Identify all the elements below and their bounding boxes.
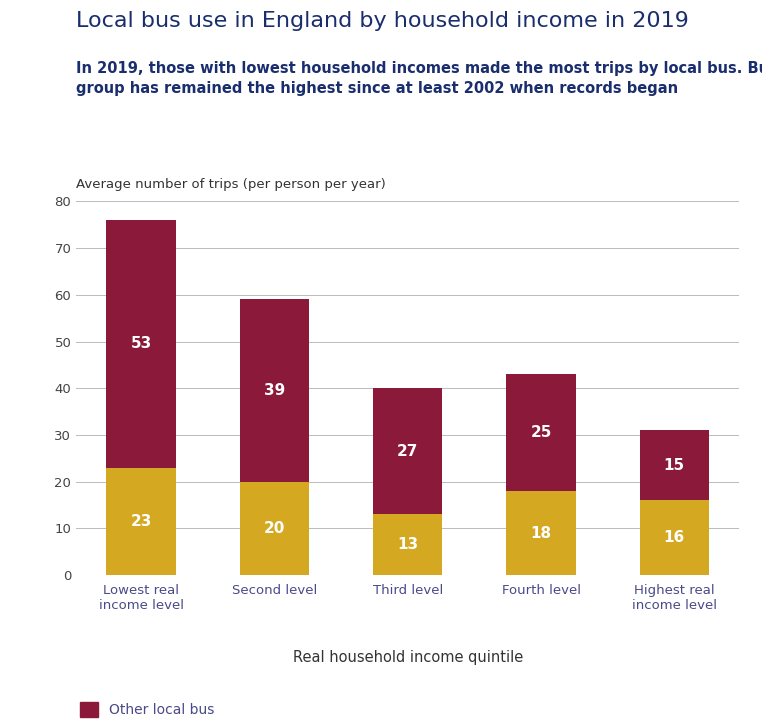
- Bar: [506, 375, 575, 491]
- Bar: [373, 515, 442, 575]
- Legend: Other local bus, Bus in London: Other local bus, Bus in London: [80, 702, 214, 719]
- Bar: [639, 430, 709, 500]
- Text: Local bus use in England by household income in 2019: Local bus use in England by household in…: [76, 11, 689, 31]
- Bar: [240, 482, 309, 575]
- Bar: [107, 220, 176, 468]
- Bar: [639, 500, 709, 575]
- X-axis label: Real household income quintile: Real household income quintile: [293, 651, 523, 665]
- Bar: [240, 300, 309, 482]
- Text: 53: 53: [130, 336, 152, 352]
- Text: 27: 27: [397, 444, 418, 459]
- Bar: [107, 468, 176, 575]
- Text: 39: 39: [264, 383, 285, 398]
- Bar: [373, 388, 442, 515]
- Text: 25: 25: [530, 425, 552, 440]
- Text: 20: 20: [264, 521, 285, 536]
- Text: 13: 13: [397, 537, 418, 552]
- Text: 23: 23: [130, 514, 152, 529]
- Text: In 2019, those with lowest household incomes made the most trips by local bus. B: In 2019, those with lowest household inc…: [76, 61, 762, 96]
- Text: 15: 15: [664, 458, 685, 473]
- Text: Average number of trips (per person per year): Average number of trips (per person per …: [76, 178, 386, 191]
- Bar: [506, 491, 575, 575]
- Text: 18: 18: [530, 526, 552, 541]
- Text: 16: 16: [664, 531, 685, 545]
